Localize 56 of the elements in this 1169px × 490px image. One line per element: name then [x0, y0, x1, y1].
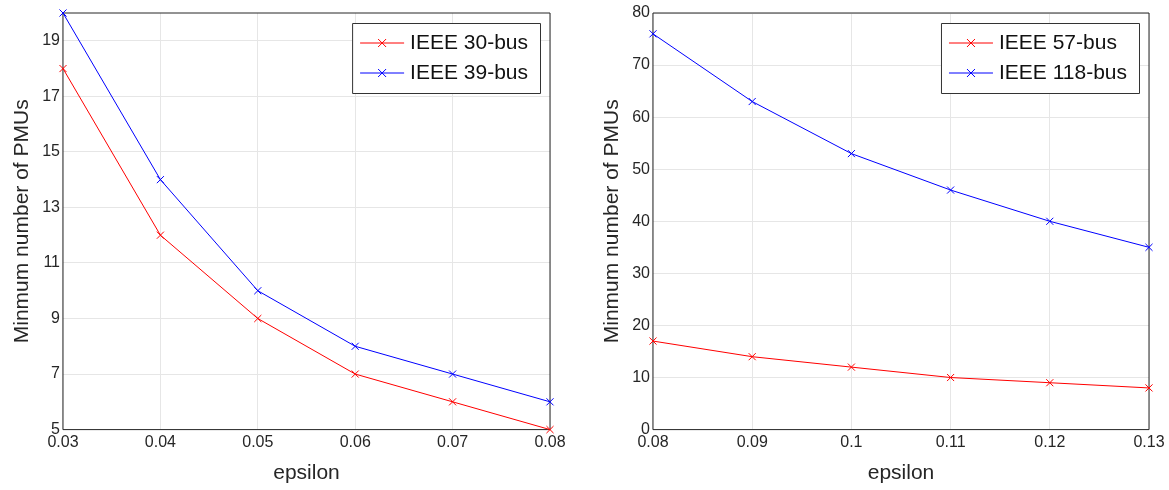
point	[946, 373, 955, 382]
y-tick-label: 50	[632, 159, 651, 177]
point	[1045, 217, 1054, 226]
y-axis-title: Minmum number of PMUs	[599, 99, 623, 344]
point	[1045, 378, 1054, 387]
y-tick-label: 19	[42, 31, 61, 49]
point	[847, 149, 856, 158]
point	[545, 425, 555, 434]
point	[847, 363, 856, 372]
legend-label: IEEE 118-bus	[998, 59, 1128, 83]
y-tick-label: 60	[632, 107, 651, 125]
y-tick-label: 70	[632, 55, 651, 73]
point	[253, 314, 262, 323]
point	[946, 186, 955, 195]
x-tick-label: 0.11	[935, 432, 966, 450]
x-tick-label: 0.05	[242, 432, 274, 450]
point	[748, 97, 757, 106]
point	[448, 370, 457, 379]
y-tick-label: 30	[632, 263, 651, 281]
x-tick-label: 0.06	[339, 432, 371, 450]
y-tick-label: 7	[51, 364, 61, 382]
point	[253, 286, 262, 295]
legend-label: IEEE 30-bus	[410, 29, 529, 53]
y-tick-label: 40	[632, 211, 651, 229]
point	[58, 64, 68, 73]
point	[448, 397, 457, 406]
point	[351, 342, 360, 351]
point	[351, 370, 360, 379]
y-axis-title: Minmum number of PMUs	[9, 99, 33, 344]
y-tick-label: 15	[42, 142, 61, 160]
y-tick-label: 9	[51, 308, 61, 326]
legend-label: IEEE 39-bus	[410, 59, 529, 83]
x-axis-title: epsilon	[867, 460, 935, 484]
y-tick-label: 80	[632, 3, 651, 21]
point	[545, 397, 555, 406]
x-tick-label: 0.07	[437, 432, 469, 450]
x-tick-label: 0.1	[840, 432, 863, 450]
x-tick-label: 0.08	[534, 432, 566, 450]
x-tick-label: 0.12	[1034, 432, 1066, 450]
y-tick-label: 13	[42, 197, 61, 215]
y-tick-label: 11	[43, 253, 61, 271]
point	[748, 352, 757, 361]
point	[1144, 243, 1154, 252]
point	[648, 29, 658, 38]
x-tick-label: 0.09	[736, 432, 768, 450]
point	[1144, 383, 1154, 392]
y-tick-label: 20	[632, 315, 651, 333]
point	[156, 231, 165, 240]
point	[648, 337, 658, 346]
legend-label: IEEE 57-bus	[998, 29, 1117, 53]
x-tick-label: 0.13	[1133, 432, 1165, 450]
y-tick-label: 10	[632, 367, 651, 385]
x-tick-label: 0.04	[144, 432, 177, 450]
point	[156, 175, 165, 184]
x-axis-title: epsilon	[273, 460, 340, 484]
y-tick-label: 17	[42, 86, 61, 104]
